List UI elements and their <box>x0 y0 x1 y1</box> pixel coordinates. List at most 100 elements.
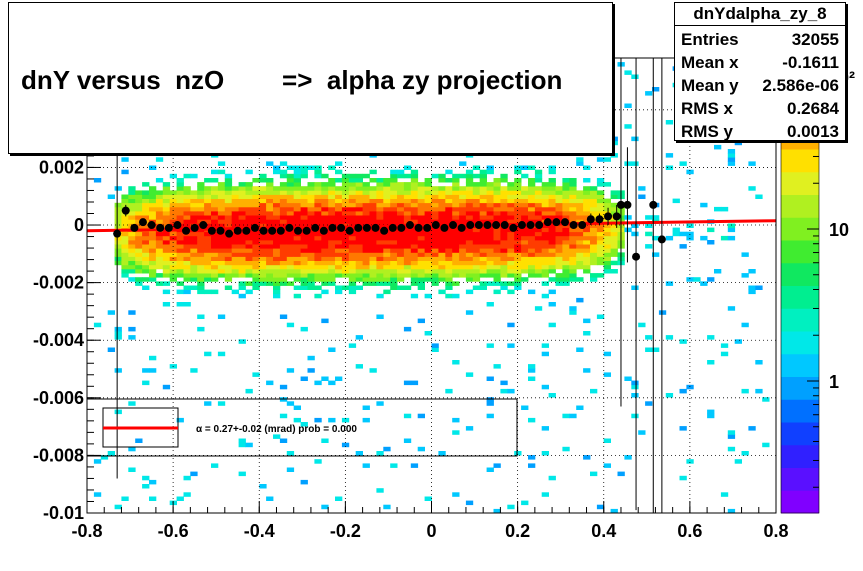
heatmap-cell <box>162 281 171 286</box>
heatmap-cell <box>211 211 219 216</box>
heatmap-cell <box>155 190 164 195</box>
x-tick-label: 0 <box>426 521 436 541</box>
heatmap-cell <box>321 264 329 270</box>
heatmap-cell <box>190 215 198 220</box>
heatmap-cell <box>610 248 618 253</box>
heatmap-cell <box>569 190 577 195</box>
heatmap-cell <box>197 231 205 237</box>
heatmap-cell <box>293 223 301 228</box>
heatmap-cell <box>665 235 674 241</box>
heatmap-cell <box>300 269 308 274</box>
heatmap-cell <box>431 264 439 270</box>
heatmap-cell <box>534 215 543 220</box>
heatmap-cell <box>231 202 239 208</box>
heatmap-cell <box>314 231 322 237</box>
heatmap-cell <box>155 260 164 266</box>
heatmap-cell <box>452 182 460 187</box>
heatmap-cell <box>576 297 584 303</box>
stats-row-mean-x: Mean x -0.1611 <box>681 52 839 74</box>
heatmap-cell <box>424 240 432 245</box>
heatmap-cell <box>162 206 171 212</box>
heatmap-cell <box>507 219 515 224</box>
heatmap-cell <box>541 231 549 237</box>
heatmap-cell <box>135 231 143 237</box>
colorbar-segment <box>781 194 819 218</box>
heatmap-cell <box>279 231 288 237</box>
heatmap-cell <box>259 256 267 261</box>
heatmap-cell <box>486 227 494 233</box>
heatmap-cell <box>149 190 157 195</box>
heatmap-cell <box>204 186 212 191</box>
heatmap-cell <box>631 231 639 237</box>
heatmap-cell <box>197 182 205 187</box>
heatmap-cell <box>341 211 350 216</box>
heatmap-cell <box>211 153 219 158</box>
heatmap-cell <box>548 240 556 245</box>
heatmap-cell <box>307 223 315 228</box>
heatmap-cell <box>748 186 756 191</box>
heatmap-cell <box>142 235 150 241</box>
heatmap-cell <box>431 231 439 237</box>
heatmap-cell <box>114 223 122 228</box>
heatmap-cell <box>390 215 398 220</box>
heatmap-cell <box>293 273 301 278</box>
colorbar-segment <box>781 376 819 400</box>
heatmap-cell <box>266 281 274 286</box>
heatmap-cell <box>397 252 405 257</box>
heatmap-cell <box>314 269 322 274</box>
heatmap-cell <box>383 194 391 199</box>
heatmap-cell <box>135 264 143 270</box>
heatmap-cell <box>534 190 543 195</box>
heatmap-cell <box>162 256 171 261</box>
heatmap-cell <box>162 264 171 270</box>
colorbar-segment <box>781 240 819 264</box>
heatmap-cell <box>569 215 577 220</box>
heatmap-cell <box>507 182 515 187</box>
heatmap-cell <box>183 273 191 278</box>
heatmap-cell <box>727 235 736 241</box>
heatmap-cell <box>583 331 591 336</box>
heatmap-cell <box>169 231 177 237</box>
heatmap-cell <box>190 198 198 204</box>
heatmap-cell <box>603 157 611 162</box>
heatmap-cell <box>507 198 515 204</box>
heatmap-cell <box>328 256 336 261</box>
heatmap-cell <box>197 273 205 278</box>
heatmap-cell <box>355 264 363 270</box>
heatmap-cell <box>121 223 129 228</box>
heatmap-cell <box>548 198 556 204</box>
heatmap-cell <box>238 206 246 212</box>
heatmap-cell <box>624 455 632 460</box>
heatmap-cell <box>383 198 391 204</box>
heatmap-cell <box>610 269 618 274</box>
heatmap-cell <box>562 260 570 266</box>
heatmap-cell <box>355 256 363 261</box>
heatmap-cell <box>383 264 391 270</box>
heatmap-cell <box>479 231 487 237</box>
heatmap-cell <box>541 492 549 497</box>
heatmap-cell <box>348 190 357 195</box>
heatmap-cell <box>135 281 143 286</box>
x-tick-label: 0.2 <box>505 521 530 541</box>
heatmap-cell <box>479 215 487 220</box>
heatmap-cell <box>576 264 584 270</box>
heatmap-cell <box>348 211 357 216</box>
heatmap-cell <box>472 186 481 191</box>
colorbar-tick-label: 10 <box>829 220 849 240</box>
heatmap-cell <box>245 264 253 270</box>
heatmap-cell <box>293 215 301 220</box>
heatmap-cell <box>231 211 239 216</box>
heatmap-cell <box>335 231 343 237</box>
heatmap-cell <box>162 231 171 237</box>
heatmap-cell <box>238 281 246 286</box>
heatmap-cell <box>479 186 487 191</box>
heatmap-cell <box>93 322 102 328</box>
heatmap-cell <box>507 256 515 261</box>
heatmap-cell <box>562 198 570 204</box>
heatmap-cell <box>128 240 136 245</box>
heatmap-cell <box>610 240 618 245</box>
heatmap-cell <box>335 169 343 175</box>
heatmap-cell <box>403 194 412 199</box>
heatmap-cell <box>590 277 598 282</box>
heatmap-cell <box>197 252 205 257</box>
